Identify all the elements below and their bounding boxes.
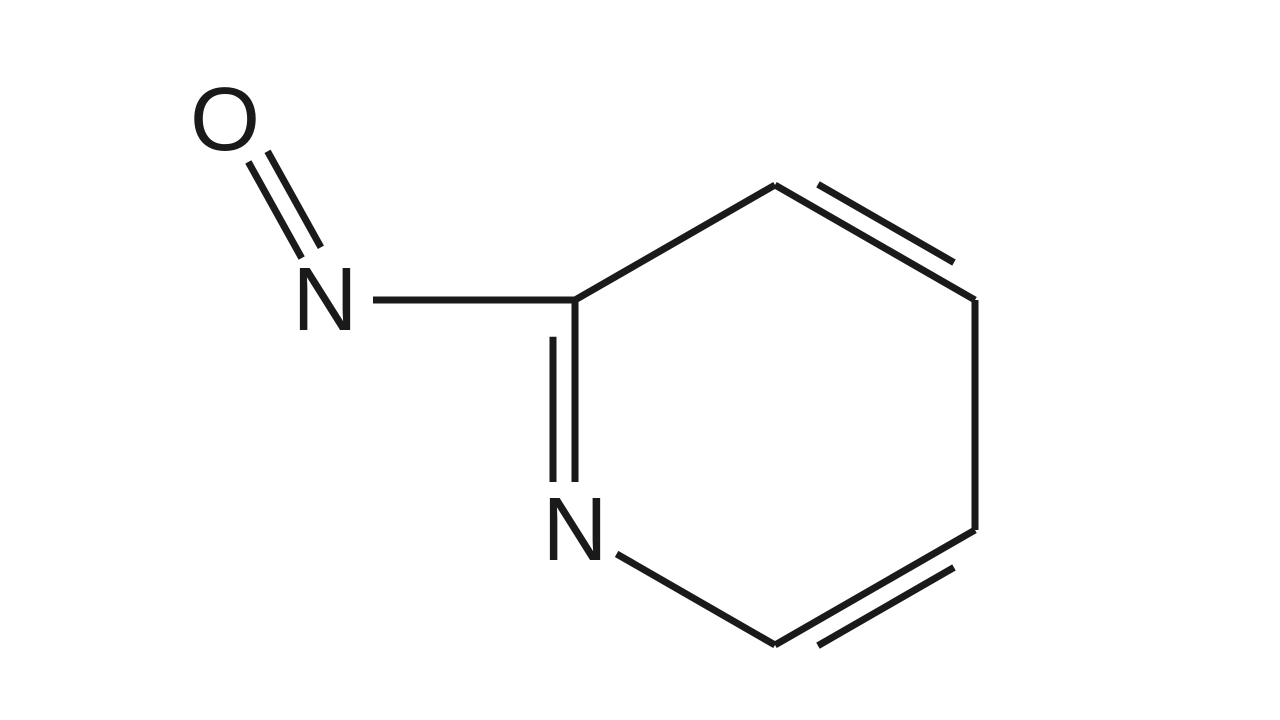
atom-label-n: N <box>293 250 358 350</box>
bond-line <box>248 162 301 258</box>
atom-label-o: O <box>190 70 260 170</box>
atom-label-n: N <box>543 480 608 580</box>
bond-line <box>268 151 321 247</box>
bond-line <box>617 554 775 645</box>
molecule-diagram: ONN <box>0 0 1280 720</box>
bond-line <box>575 185 775 300</box>
bond-line <box>775 185 975 300</box>
bond-line <box>775 530 975 645</box>
